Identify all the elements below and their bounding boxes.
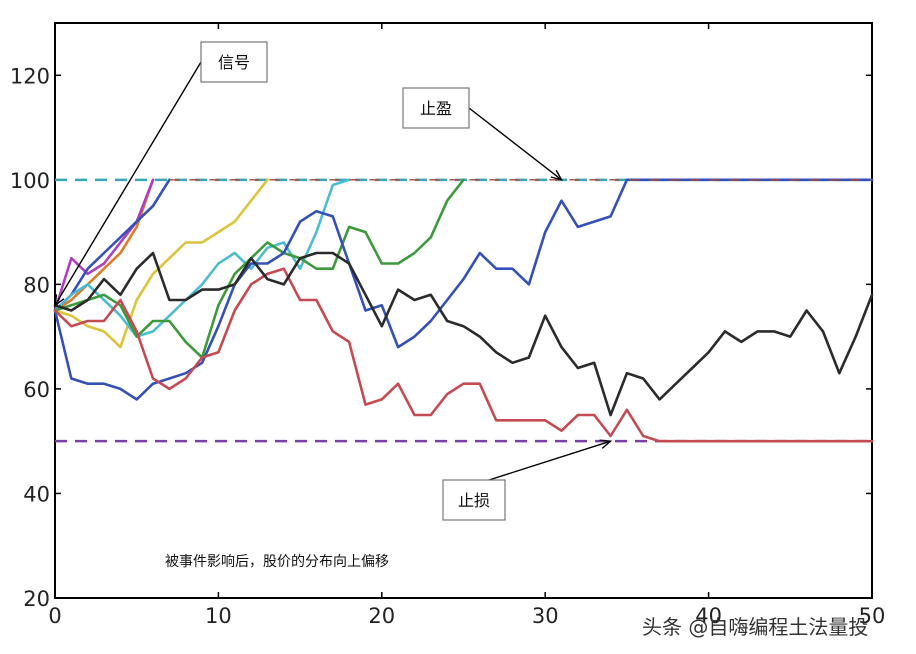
ytick-label: 60: [23, 378, 50, 402]
xtick-label: 20: [368, 604, 395, 628]
callout-arrowhead: [54, 294, 65, 307]
ytick-label: 120: [10, 64, 50, 88]
callout-arrowhead: [599, 439, 613, 449]
series-line-1: [53, 178, 155, 312]
callout-box: [442, 479, 506, 521]
axis-ticks: 20 40 60 80 100 120 0 10 20 30 40 50: [10, 23, 885, 628]
xtick-label: 50: [859, 604, 886, 628]
ytick-label: 40: [23, 482, 50, 506]
ytick-label: 80: [23, 273, 50, 297]
callout-arrowhead: [550, 169, 563, 181]
series-line-8: [53, 267, 874, 443]
callout-label: 止损: [458, 491, 490, 510]
xtick-label: 0: [48, 604, 61, 628]
xtick-label: 10: [205, 604, 232, 628]
callout-box: [402, 87, 470, 129]
callout-arrow: [54, 61, 202, 306]
series-line-3: [53, 178, 171, 312]
callout-arrow: [488, 440, 611, 481]
ytick-label: 20: [23, 587, 50, 611]
series-line-6: [53, 178, 465, 359]
ytick-label: 100: [10, 169, 50, 193]
callout-arrow: [468, 107, 562, 181]
series-line-9: [53, 251, 874, 417]
series-line-5: [53, 178, 351, 338]
series-line-4: [53, 178, 269, 349]
callout-label: 止盈: [420, 99, 452, 118]
xtick-label: 30: [532, 604, 559, 628]
xtick-label: 40: [695, 604, 722, 628]
distribution-annotation: 被事件影响后，股价的分布向上偏移: [165, 554, 389, 570]
series-lines: [53, 178, 874, 443]
watermark: 头条 @自嗨编程土法量投: [642, 615, 868, 639]
callout-box: [200, 41, 268, 83]
callout-label: 信号: [218, 53, 250, 72]
